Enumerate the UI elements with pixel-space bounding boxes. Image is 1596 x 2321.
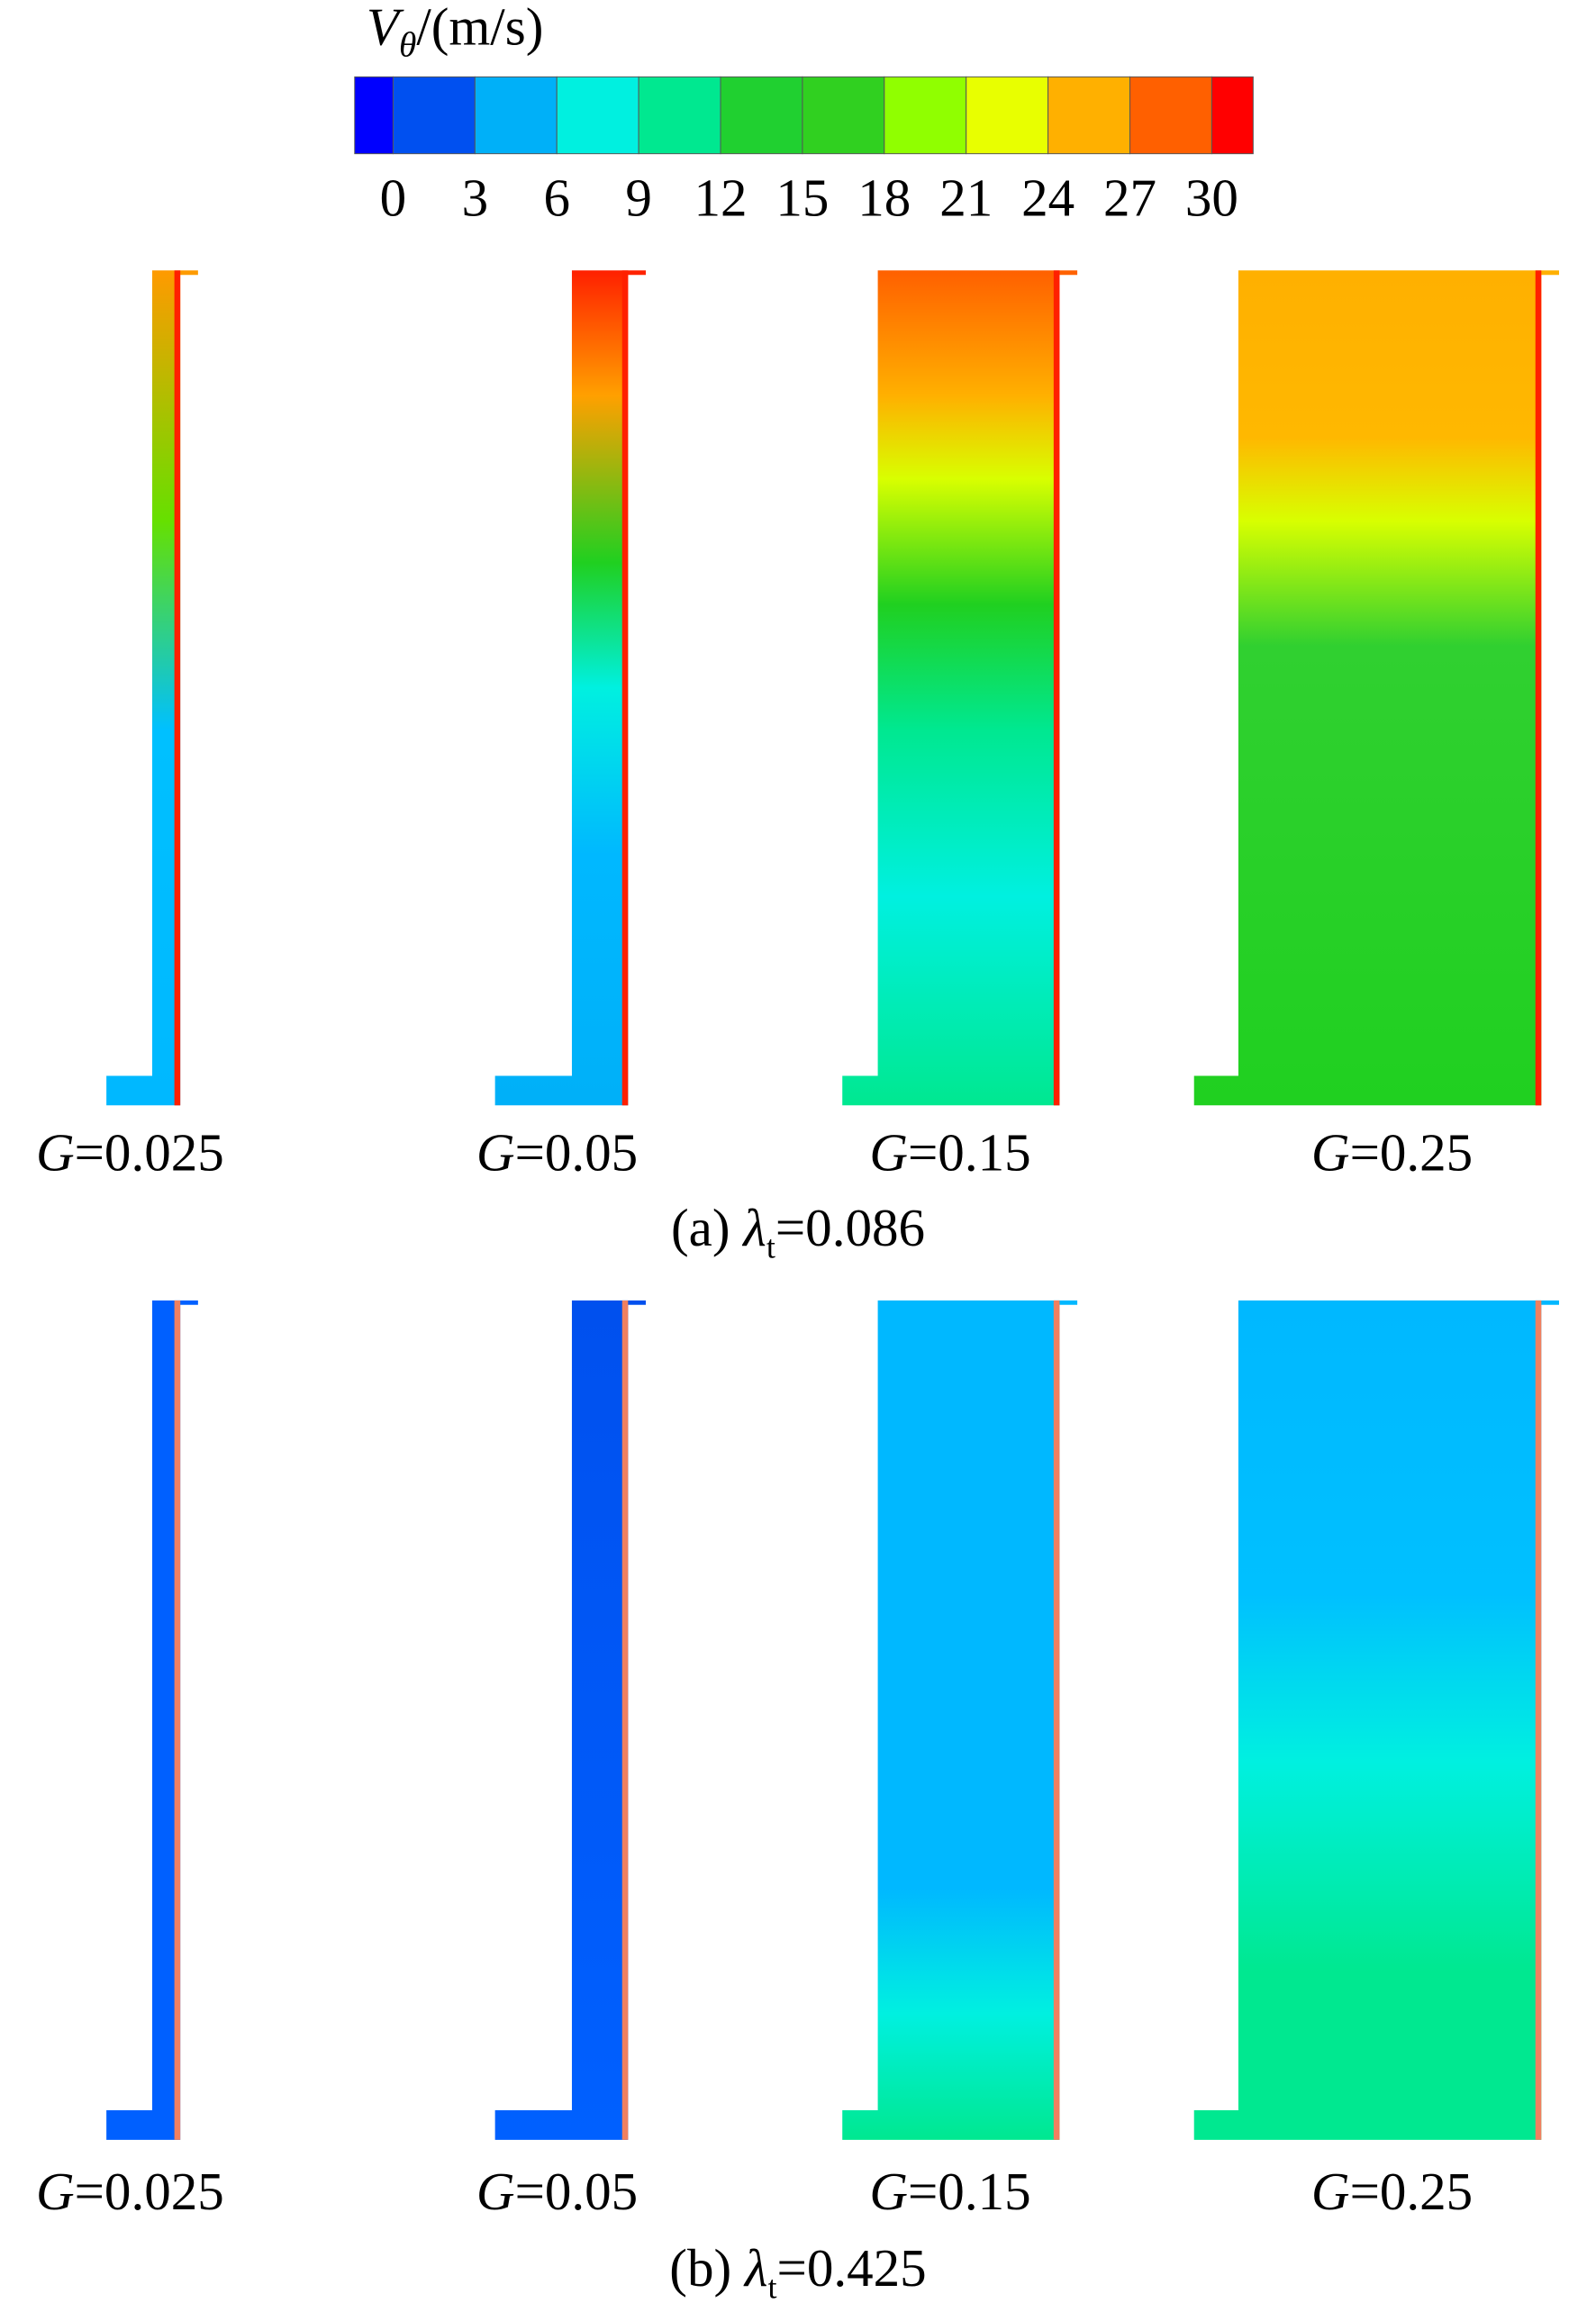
colorbar-band xyxy=(802,76,885,155)
panel-label: G=0.05 xyxy=(476,2162,638,2221)
subscript: t xyxy=(766,1228,775,1265)
colorbar-title: Vθ/(m/s) xyxy=(367,0,543,64)
colorbar-tick-label: 12 xyxy=(694,168,748,228)
prefix: (b) xyxy=(669,2238,745,2298)
contour-field xyxy=(106,270,198,1106)
panel-label: G=0.15 xyxy=(869,1122,1030,1182)
variable: G xyxy=(36,1122,75,1182)
value: =0.05 xyxy=(515,1122,639,1182)
contour-field xyxy=(106,1300,198,2140)
colorbar: 0 3 6 9 12 15 18 21 24 27 30 xyxy=(354,76,1254,228)
contour-field xyxy=(494,270,647,1106)
subscript: θ xyxy=(399,24,416,64)
colorbar-band xyxy=(1047,76,1131,155)
colorbar-tick-label: 15 xyxy=(775,168,829,228)
value: =0.15 xyxy=(908,2162,1031,2221)
panels: G=0.025 G=0.05 G=0.15 G=0.25(a) λt=0.086G=0… xyxy=(36,270,1559,2305)
wall-edge xyxy=(621,1300,629,2140)
colorbar-band xyxy=(966,76,1049,155)
colorbar-band xyxy=(392,76,476,155)
colorbar-band xyxy=(354,76,394,155)
colorbar-tick-label: 24 xyxy=(1021,168,1075,228)
wall-edge xyxy=(1053,1300,1060,2140)
panel-label: G=0.25 xyxy=(1311,2162,1473,2221)
wall-edge xyxy=(1053,270,1060,1106)
panel-label: G=0.025 xyxy=(36,1122,224,1182)
subscript: t xyxy=(768,2269,777,2305)
colorbar-band xyxy=(720,76,803,155)
contour-field xyxy=(1193,270,1559,1106)
unit: /(m/s) xyxy=(416,0,543,56)
colorbar-tick-label: 3 xyxy=(462,168,489,228)
value: =0.425 xyxy=(777,2238,927,2298)
colorbar-band xyxy=(884,76,967,155)
caption: (a) λt=0.086 xyxy=(671,1198,925,1265)
wall-edge xyxy=(1535,270,1542,1106)
value: =0.086 xyxy=(775,1198,925,1257)
variable: G xyxy=(36,2162,75,2221)
panel-label: G=0.025 xyxy=(36,2162,224,2221)
value: =0.25 xyxy=(1350,1122,1474,1182)
caption: (b) λt=0.425 xyxy=(669,2238,926,2305)
variable: G xyxy=(476,1122,515,1182)
colorbar-tick-label: 6 xyxy=(543,168,570,228)
wall-edge xyxy=(174,1300,181,2140)
colorbar-tick-label: 30 xyxy=(1185,168,1238,228)
value: =0.25 xyxy=(1350,2162,1474,2221)
variable: G xyxy=(1311,1122,1350,1182)
contour-field xyxy=(842,270,1078,1106)
panel-label: G=0.25 xyxy=(1311,1122,1473,1182)
variable: G xyxy=(869,2162,908,2221)
colorbar-tick-label: 18 xyxy=(857,168,911,228)
variable: G xyxy=(476,2162,515,2221)
wall-edge xyxy=(621,270,629,1106)
colorbar-tick-label: 27 xyxy=(1103,168,1156,228)
value: =0.025 xyxy=(75,1122,224,1182)
variable: G xyxy=(869,1122,908,1182)
colorbar-band xyxy=(1211,76,1254,155)
variable: G xyxy=(1311,2162,1350,2221)
contour-field xyxy=(842,1300,1078,2140)
panel-label: G=0.05 xyxy=(476,1122,638,1182)
value: =0.025 xyxy=(75,2162,224,2221)
colorbar-tick-label: 9 xyxy=(625,168,652,228)
symbol: V xyxy=(367,0,404,56)
value: =0.05 xyxy=(515,2162,639,2221)
panel-label: G=0.15 xyxy=(869,2162,1030,2221)
contour-field xyxy=(494,1300,647,2140)
wall-edge xyxy=(174,270,181,1106)
contour-field xyxy=(1193,1300,1559,2140)
wall-edge xyxy=(1535,1300,1542,2140)
symbol: λ xyxy=(741,1198,766,1257)
value: =0.15 xyxy=(908,1122,1031,1182)
colorbar-band xyxy=(556,76,639,155)
colorbar-band xyxy=(638,76,721,155)
colorbar-band xyxy=(1129,76,1212,155)
colorbar-tick-label: 21 xyxy=(939,168,993,228)
colorbar-tick-label: 0 xyxy=(380,168,407,228)
symbol: λ xyxy=(743,2238,768,2298)
colorbar-band xyxy=(474,76,558,155)
prefix: (a) xyxy=(671,1198,743,1257)
